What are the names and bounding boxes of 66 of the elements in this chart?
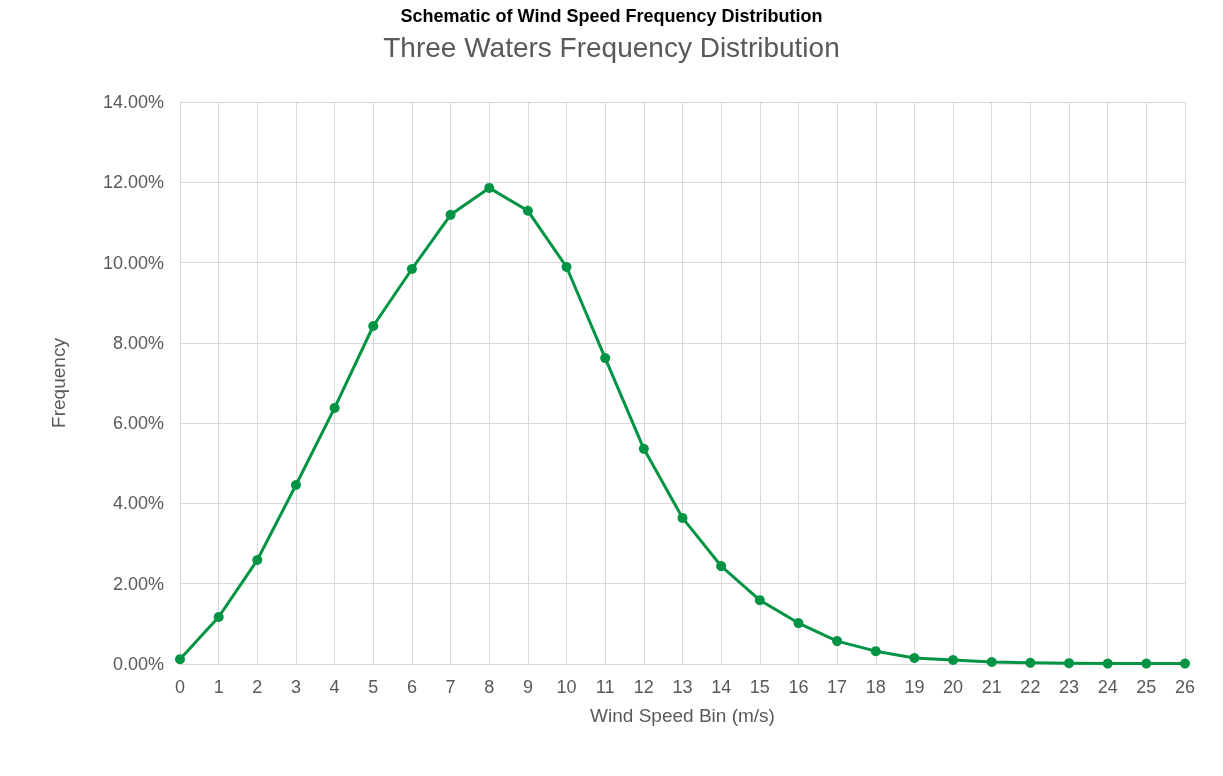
point <box>948 654 959 665</box>
x-tick-label: 11 <box>595 677 615 697</box>
point <box>600 353 611 364</box>
point <box>445 209 456 220</box>
point <box>677 512 688 523</box>
point <box>522 205 533 216</box>
x-tick-label: 22 <box>1020 677 1041 697</box>
x-tick-label: 7 <box>445 677 456 697</box>
x-tick-label: 25 <box>1136 677 1157 697</box>
x-tick-label: 12 <box>633 677 654 697</box>
x-tick-label: 8 <box>484 677 495 697</box>
x-tick-label: 2 <box>252 677 263 697</box>
y-tick-label: 12.00% <box>102 172 164 193</box>
x-tick-label: 20 <box>943 677 964 697</box>
point <box>870 646 881 657</box>
chart-title: Schematic of Wind Speed Frequency Distribution <box>400 6 823 26</box>
point <box>1141 658 1152 669</box>
x-tick-label: 1 <box>213 677 224 697</box>
y-tick-label: 2.00% <box>112 573 164 594</box>
y-tick-label: 0.00% <box>112 654 164 674</box>
point <box>329 402 340 413</box>
x-tick-label: 9 <box>522 677 533 697</box>
y-tick-label: 6.00% <box>112 413 164 434</box>
y-tick-label: 8.00% <box>112 332 164 353</box>
point <box>368 321 379 331</box>
point <box>754 595 765 606</box>
point <box>638 443 649 454</box>
chart-subtitle: Three Waters Frequency Distribution <box>383 31 840 63</box>
point <box>213 612 224 623</box>
point <box>290 479 301 490</box>
x-tick-label: 26 <box>1174 677 1196 697</box>
x-tick-label: 18 <box>865 677 886 697</box>
point <box>1102 658 1113 669</box>
point <box>1025 657 1036 668</box>
point <box>175 654 185 665</box>
point <box>793 618 804 629</box>
y-axis-title: Frequency <box>48 337 69 428</box>
x-tick-label: 13 <box>672 677 693 697</box>
y-tick-label: 4.00% <box>112 493 164 514</box>
x-tick-label: 17 <box>827 677 848 697</box>
point <box>1064 658 1075 669</box>
point <box>406 264 417 274</box>
x-tick-label: 10 <box>556 677 577 697</box>
point <box>561 261 572 272</box>
x-tick-label: 21 <box>981 677 1002 697</box>
point <box>909 652 920 663</box>
x-tick-label: 24 <box>1097 677 1118 697</box>
y-tick-label: 14.00% <box>102 92 164 112</box>
x-tick-label: 4 <box>329 677 340 697</box>
x-tick-label: 5 <box>368 677 379 697</box>
x-axis-title: Wind Speed Bin (m/s) <box>590 705 775 726</box>
point <box>832 636 843 647</box>
point <box>716 561 727 572</box>
point <box>986 657 997 667</box>
x-tick-label: 3 <box>290 677 301 697</box>
y-tick-label: 10.00% <box>102 252 164 273</box>
x-tick-label: 6 <box>406 677 417 697</box>
x-tick-label: 16 <box>788 677 809 697</box>
x-tick-label: 14 <box>711 677 732 697</box>
point <box>1180 658 1190 669</box>
point <box>484 182 495 193</box>
x-tick-label: 23 <box>1059 677 1080 697</box>
x-tick-label: 19 <box>904 677 925 697</box>
x-tick-label: 0 <box>174 677 186 697</box>
x-tick-label: 15 <box>749 677 770 697</box>
point <box>252 555 263 566</box>
